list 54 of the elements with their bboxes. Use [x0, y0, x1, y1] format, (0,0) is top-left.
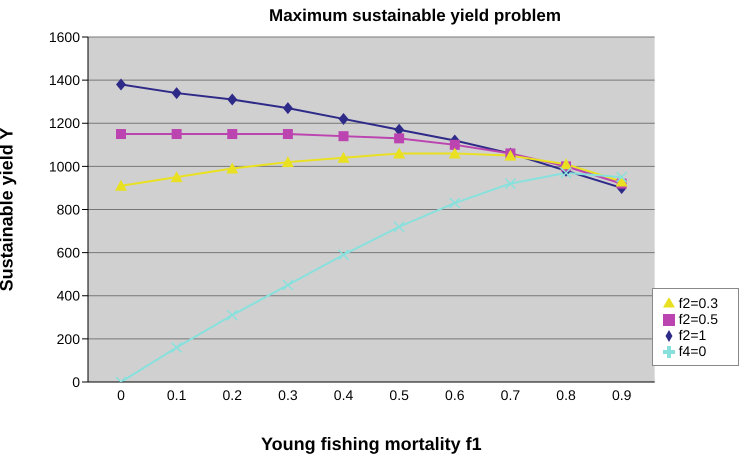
point: [504, 178, 516, 190]
x-tick-label: 0.2: [222, 386, 242, 403]
x-tick-label: 0.1: [166, 386, 187, 403]
point: [616, 171, 628, 183]
point: [172, 87, 182, 100]
y-tick-label: 200: [56, 330, 80, 347]
x-axis-title: Young fishing mortality f1: [261, 434, 482, 454]
y-tick-label: 1400: [48, 72, 80, 88]
x-tick-label: 0.8: [556, 386, 576, 403]
x-tick-label: 0.3: [278, 386, 298, 403]
x-tick-label: 0.6: [445, 386, 465, 403]
point: [116, 129, 126, 140]
point: [226, 162, 238, 174]
point: [338, 131, 349, 142]
point: [227, 129, 238, 140]
point: [560, 167, 572, 179]
point: [282, 129, 293, 140]
x-tick-label: 0.4: [334, 386, 354, 403]
y-tick-label: 0: [72, 374, 80, 390]
x-tick-label: 0.9: [612, 386, 632, 403]
point: [282, 102, 293, 114]
point: [226, 309, 238, 321]
point: [448, 147, 461, 158]
legend-label: f2=1: [678, 327, 706, 343]
legend-label: f2=0.5: [678, 311, 718, 327]
y-tick-label: 1600: [48, 28, 80, 45]
point: [116, 78, 126, 90]
x-tick-label: 0.7: [500, 386, 520, 403]
point: [338, 112, 349, 125]
point: [450, 140, 460, 150]
point: [449, 197, 461, 209]
point: [172, 129, 182, 140]
chart-title: Maximum sustainable yield problem: [268, 6, 562, 26]
point: [227, 94, 238, 106]
point: [393, 221, 405, 232]
legend-label: f4=0: [678, 343, 706, 359]
point: [504, 150, 516, 161]
y-tick-label: 800: [56, 201, 80, 218]
point: [393, 147, 406, 158]
point: [282, 279, 294, 291]
legend-label: f2=0.3: [678, 295, 718, 311]
point: [394, 133, 404, 144]
point: [338, 249, 350, 261]
x-tick-label: 0: [117, 386, 126, 403]
point: [282, 156, 294, 168]
point: [170, 342, 182, 354]
y-tick-label: 1200: [48, 115, 80, 132]
point: [338, 152, 350, 163]
y-tick-label: 600: [56, 244, 80, 261]
y-tick-label: 400: [56, 288, 80, 304]
x-tick-label: 0.5: [389, 386, 410, 403]
point: [115, 180, 127, 191]
y-tick-label: 1000: [48, 158, 80, 174]
point: [170, 171, 183, 182]
